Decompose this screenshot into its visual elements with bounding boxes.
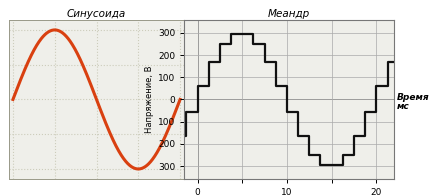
- Title: Меандр: Меандр: [268, 9, 310, 19]
- Text: Время: Время: [396, 93, 429, 102]
- Y-axis label: Напряжение, В: Напряжение, В: [145, 66, 154, 133]
- Text: мс: мс: [396, 102, 409, 111]
- Text: Напряжение, В: Напряжение, В: [199, 66, 208, 133]
- Title: Синусоида: Синусоида: [67, 9, 126, 19]
